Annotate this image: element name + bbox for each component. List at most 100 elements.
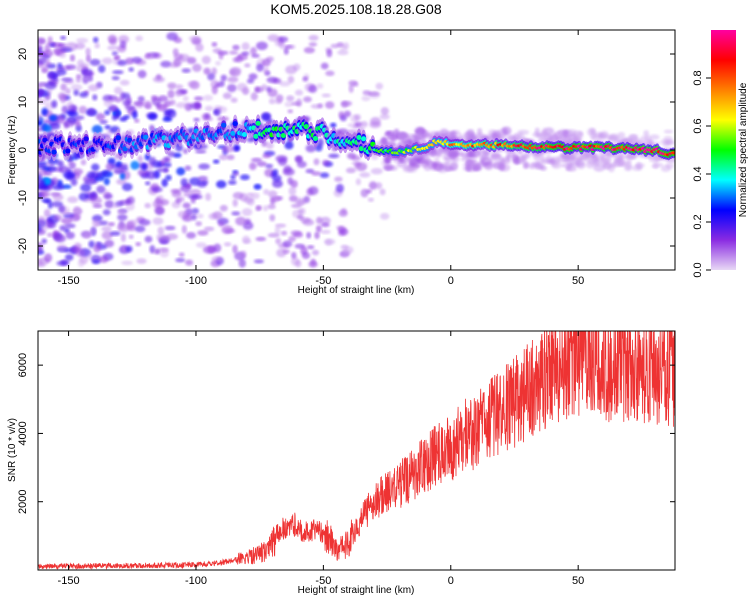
heatmap-ridge-cell — [115, 135, 121, 141]
heatmap-noise-cell — [134, 118, 140, 123]
heatmap-noise-cell — [289, 44, 296, 50]
heatmap-noise-cell — [195, 221, 202, 227]
heatmap-noise-cell — [117, 163, 128, 169]
spectrogram-x-tick-label: 0 — [448, 275, 454, 287]
heatmap-noise-cell — [196, 213, 204, 219]
heatmap-noise-cell — [477, 128, 483, 136]
heatmap-noise-cell — [59, 45, 68, 54]
heatmap-noise-cell — [46, 220, 57, 229]
heatmap-noise-cell — [57, 43, 67, 48]
heatmap-noise-cell — [230, 174, 236, 180]
heatmap-noise-cell — [310, 258, 316, 266]
heatmap-noise-cell — [41, 238, 47, 244]
spectrogram-x-label: Height of straight line (km) — [298, 285, 415, 296]
heatmap-noise-cell — [229, 50, 239, 55]
heatmap-noise-cell — [520, 155, 527, 162]
heatmap-noise-cell — [249, 162, 257, 171]
heatmap-noise-cell — [149, 245, 156, 254]
heatmap-noise-cell — [195, 43, 204, 52]
heatmap-noise-cell — [191, 213, 197, 221]
heatmap-noise-cell — [341, 101, 349, 108]
spectrogram-y-tick-label: 10 — [17, 96, 29, 108]
heatmap-noise-cell — [156, 104, 168, 112]
heatmap-noise-cell — [421, 133, 432, 138]
spectrogram-y-tick-label: -10 — [17, 190, 29, 206]
heatmap-noise-cell — [316, 83, 324, 89]
heatmap-noise-cell — [295, 260, 302, 268]
heatmap-noise-cell — [137, 70, 147, 79]
heatmap-noise-cell — [362, 90, 371, 96]
heatmap-noise-cell — [306, 232, 312, 239]
snr-series-line — [38, 331, 675, 570]
heatmap-noise-cell — [338, 209, 348, 217]
heatmap-noise-cell — [38, 164, 47, 169]
heatmap-noise-cell — [287, 109, 294, 114]
heatmap-noise-cell — [41, 64, 49, 73]
heatmap-noise-cell — [246, 78, 255, 84]
heatmap-noise-cell — [310, 104, 323, 109]
heatmap-noise-cell — [52, 193, 64, 201]
snr-y-axis: 2000 4000 6000 — [17, 353, 675, 514]
heatmap-noise-cell — [48, 165, 57, 172]
heatmap-noise-cell — [51, 100, 58, 108]
heatmap-noise-cell — [212, 48, 222, 54]
heatmap-noise-cell — [319, 172, 330, 178]
heatmap-ridge-cell — [232, 121, 238, 127]
heatmap-noise-cell — [165, 174, 172, 181]
heatmap-noise-cell — [360, 188, 369, 198]
spectrogram-y-axis: -20 -10 0 10 20 — [17, 48, 675, 254]
heatmap-noise-cell — [154, 248, 160, 255]
heatmap-noise-cell — [300, 217, 311, 224]
heatmap-noise-cell — [379, 188, 386, 196]
heatmap-noise-cell — [267, 204, 276, 210]
heatmap-noise-cell — [629, 134, 639, 140]
heatmap-noise-cell — [78, 105, 88, 114]
heatmap-noise-cell — [320, 62, 329, 70]
heatmap-noise-cell — [38, 216, 46, 224]
heatmap-noise-cell — [38, 98, 47, 104]
heatmap-noise-cell — [230, 97, 238, 103]
heatmap-noise-cell — [232, 44, 240, 51]
heatmap-ridge-cell — [255, 120, 261, 126]
heatmap-noise-cell — [256, 161, 267, 167]
heatmap-noise-cell — [399, 155, 411, 163]
heatmap-noise-cell — [204, 105, 214, 112]
heatmap-noise-cell — [103, 177, 110, 186]
heatmap-noise-cell — [572, 132, 578, 142]
heatmap-noise-cell — [43, 208, 51, 218]
heatmap-ridge-cell — [51, 149, 57, 155]
heatmap-noise-cell — [130, 160, 140, 170]
heatmap-noise-cell — [66, 100, 74, 110]
heatmap-noise-cell — [243, 196, 254, 204]
heatmap-noise-cell — [96, 185, 106, 194]
heatmap-noise-cell — [111, 51, 118, 56]
heatmap-noise-cell — [120, 233, 126, 243]
colorbar-label: Normalized spectral amplitude — [738, 82, 749, 217]
heatmap-noise-cell — [287, 75, 295, 84]
heatmap-noise-cell — [205, 192, 212, 201]
heatmap-noise-cell — [67, 196, 79, 203]
heatmap-noise-cell — [162, 116, 173, 122]
heatmap-noise-cell — [559, 153, 570, 159]
heatmap-noise-cell — [546, 159, 555, 164]
heatmap-noise-cell — [663, 129, 674, 134]
heatmap-noise-cell — [234, 144, 240, 151]
spectrogram-x-tick-label: -150 — [58, 275, 80, 287]
spectrogram-y-label: Frequency (Hz) — [7, 116, 18, 185]
heatmap-noise-cell — [250, 47, 257, 55]
heatmap-noise-cell — [102, 209, 111, 216]
heatmap-noise-cell — [539, 165, 547, 171]
heatmap-noise-cell — [121, 260, 133, 266]
heatmap-ridge-cell — [42, 137, 48, 143]
heatmap-noise-cell — [73, 89, 79, 96]
heatmap-noise-cell — [89, 58, 101, 66]
heatmap-noise-cell — [351, 161, 359, 166]
snr-x-tick-label: -150 — [58, 575, 80, 587]
heatmap-noise-cell — [95, 113, 106, 121]
heatmap-noise-cell — [269, 214, 276, 222]
heatmap-noise-cell — [235, 55, 243, 63]
heatmap-noise-cell — [46, 232, 54, 238]
heatmap-noise-cell — [38, 168, 48, 177]
